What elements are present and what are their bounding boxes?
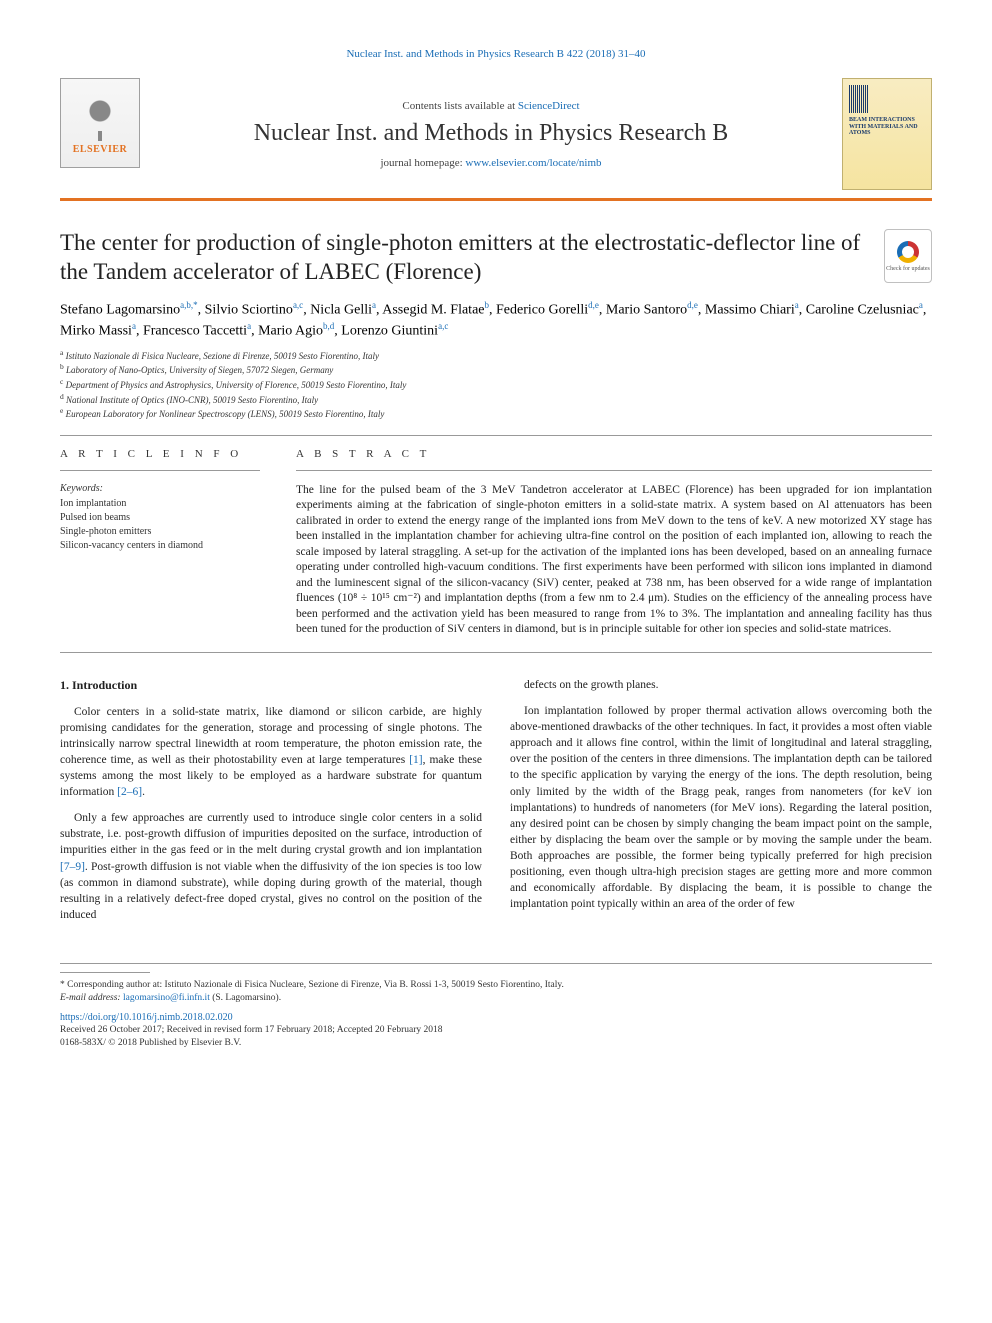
elsevier-brand: ELSEVIER bbox=[73, 144, 128, 155]
contents-prefix: Contents lists available at bbox=[402, 100, 517, 112]
abstract-head: A B S T R A C T bbox=[296, 448, 932, 460]
affiliations: a Istituto Nazionale di Fisica Nucleare,… bbox=[60, 348, 932, 421]
keyword-item: Pulsed ion beams bbox=[60, 511, 260, 525]
body-paragraph: Ion implantation followed by proper ther… bbox=[510, 703, 932, 912]
elsevier-tree-icon bbox=[73, 91, 127, 141]
rule-info bbox=[60, 470, 260, 471]
keyword-item: Ion implantation bbox=[60, 497, 260, 511]
keywords-list: Ion implantationPulsed ion beamsSingle-p… bbox=[60, 497, 260, 553]
ref-link[interactable]: [1] bbox=[409, 754, 422, 766]
journal-header: ELSEVIER Contents lists available at Sci… bbox=[60, 78, 932, 201]
copyright-line: 0168-583X/ © 2018 Published by Elsevier … bbox=[60, 1037, 932, 1050]
check-updates-label: Check for updates bbox=[886, 266, 930, 272]
abstract-text: The line for the pulsed beam of the 3 Me… bbox=[296, 483, 932, 638]
article-title: The center for production of single-phot… bbox=[60, 229, 868, 287]
abstract-column: A B S T R A C T The line for the pulsed … bbox=[296, 448, 932, 638]
journal-cover-thumb: BEAM INTERACTIONS WITH MATERIALS AND ATO… bbox=[842, 78, 932, 190]
affiliation-line: e European Laboratory for Nonlinear Spec… bbox=[60, 406, 932, 421]
contents-line: Contents lists available at ScienceDirec… bbox=[402, 100, 579, 112]
footnote-rule bbox=[60, 972, 150, 973]
header-center: Contents lists available at ScienceDirec… bbox=[154, 78, 828, 190]
body-col-left: 1. Introduction Color centers in a solid… bbox=[60, 677, 482, 933]
affiliation-line: a Istituto Nazionale di Fisica Nucleare,… bbox=[60, 348, 932, 363]
email-suffix: (S. Lagomarsino). bbox=[210, 993, 281, 1003]
homepage-link[interactable]: www.elsevier.com/locate/nimb bbox=[465, 157, 601, 169]
affiliation-line: b Laboratory of Nano-Optics, University … bbox=[60, 362, 932, 377]
affiliation-line: d National Institute of Optics (INO-CNR)… bbox=[60, 392, 932, 407]
section-heading: 1. Introduction bbox=[60, 677, 482, 694]
barcode-icon bbox=[849, 85, 869, 113]
crossmark-icon bbox=[897, 241, 919, 263]
body-col-right: defects on the growth planes. Ion implant… bbox=[510, 677, 932, 933]
sciencedirect-link[interactable]: ScienceDirect bbox=[518, 100, 580, 112]
homepage-line: journal homepage: www.elsevier.com/locat… bbox=[380, 157, 601, 169]
cover-text: BEAM INTERACTIONS WITH MATERIALS AND ATO… bbox=[849, 117, 918, 136]
keyword-item: Silicon-vacancy centers in diamond bbox=[60, 539, 260, 553]
article-info-column: A R T I C L E I N F O Keywords: Ion impl… bbox=[60, 448, 260, 638]
doi-link[interactable]: https://doi.org/10.1016/j.nimb.2018.02.0… bbox=[60, 1011, 932, 1025]
keywords-label: Keywords: bbox=[60, 483, 260, 494]
check-updates-badge[interactable]: Check for updates bbox=[884, 229, 932, 283]
homepage-prefix: journal homepage: bbox=[380, 157, 465, 169]
rule-bottom bbox=[60, 652, 932, 653]
ref-link[interactable]: [7–9] bbox=[60, 861, 85, 873]
rule-abs bbox=[296, 470, 932, 471]
email-label: E-mail address: bbox=[60, 993, 123, 1003]
keyword-item: Single-photon emitters bbox=[60, 525, 260, 539]
article-info-head: A R T I C L E I N F O bbox=[60, 448, 260, 460]
running-head: Nuclear Inst. and Methods in Physics Res… bbox=[60, 48, 932, 60]
corresponding-author: * Corresponding author at: Istituto Nazi… bbox=[60, 979, 932, 992]
footer: * Corresponding author at: Istituto Nazi… bbox=[60, 963, 932, 1050]
authors-line: Stefano Lagomarsinoa,b,*, Silvio Sciorti… bbox=[60, 299, 932, 342]
ref-link[interactable]: [2–6] bbox=[117, 786, 142, 798]
elsevier-logo: ELSEVIER bbox=[60, 78, 140, 168]
email-link[interactable]: lagomarsino@fi.infn.it bbox=[123, 993, 210, 1003]
body-paragraph: Color centers in a solid-state matrix, l… bbox=[60, 704, 482, 801]
affiliation-line: c Department of Physics and Astrophysics… bbox=[60, 377, 932, 392]
body-paragraph: Only a few approaches are currently used… bbox=[60, 810, 482, 923]
body-paragraph: defects on the growth planes. bbox=[510, 677, 932, 693]
journal-name: Nuclear Inst. and Methods in Physics Res… bbox=[254, 120, 729, 147]
article-history: Received 26 October 2017; Received in re… bbox=[60, 1024, 932, 1037]
rule-top bbox=[60, 435, 932, 436]
